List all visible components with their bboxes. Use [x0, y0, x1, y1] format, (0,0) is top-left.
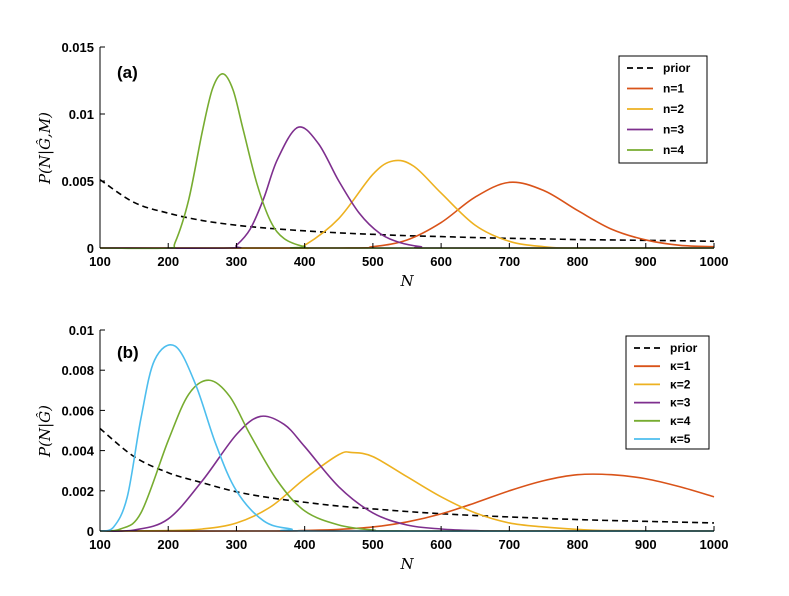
x-tick-label-b: 100: [89, 537, 111, 552]
y-tick-label-b: 0.01: [69, 323, 94, 338]
panel-tag-a: (a): [117, 63, 138, 82]
y-axis-label-b: P(N|Ĝ): [36, 405, 54, 458]
x-tick-label-a: 200: [157, 254, 179, 269]
plot-area-a: [100, 47, 714, 248]
x-axis-label-a: N: [399, 272, 414, 290]
y-tick-label-a: 0.01: [69, 107, 94, 122]
y-tick-label-b: 0.006: [61, 403, 94, 418]
legend-label-kappa-3-b: κ=3: [670, 396, 691, 410]
y-tick-label-a: 0.015: [61, 40, 94, 55]
plot-area-b: [100, 330, 714, 531]
x-tick-label-b: 900: [635, 537, 657, 552]
legend-label-n-4-a: n=4: [663, 143, 684, 157]
x-tick-label-a: 300: [226, 254, 248, 269]
y-tick-label-a: 0.005: [61, 174, 94, 189]
x-tick-label-b: 500: [362, 537, 384, 552]
y-ticks-a: 0 0.005 0.01 0.015: [61, 40, 105, 256]
panel-tag-b: (b): [117, 343, 139, 362]
x-tick-label-a: 400: [294, 254, 316, 269]
legend-label-prior-a: prior: [663, 61, 691, 75]
x-tick-label-a: 800: [567, 254, 589, 269]
legend-label-kappa-2-b: κ=2: [670, 377, 691, 391]
x-tick-label-b: 200: [157, 537, 179, 552]
x-tick-label-a: 1000: [700, 254, 729, 269]
y-tick-label-b: 0: [87, 524, 94, 539]
y-tick-label-b: 0.004: [61, 444, 94, 459]
x-tick-label-b: 1000: [700, 537, 729, 552]
x-ticks-b: 100 200 300 400 500 600 700 800 900 1000: [89, 526, 728, 552]
x-tick-label-b: 400: [294, 537, 316, 552]
legend-label-n-1-a: n=1: [663, 82, 684, 96]
x-axis-label-b: N: [399, 555, 414, 573]
legend-label-kappa-1-b: κ=1: [670, 359, 691, 373]
legend-b: prior κ=1 κ=2 κ=3 κ=4 κ=5: [625, 335, 710, 450]
x-tick-label-a: 500: [362, 254, 384, 269]
legend-box-b: [625, 335, 710, 450]
panel-b: 100 200 300 400 500 600 700 800 900 1000 0 0.002 0.…: [36, 323, 728, 573]
y-ticks-b: 0 0.002 0.004 0.006 0.008 0.01: [61, 323, 105, 539]
x-tick-label-b: 300: [226, 537, 248, 552]
x-tick-label-b: 800: [567, 537, 589, 552]
legend-label-n-2-a: n=2: [663, 102, 684, 116]
legend-label-kappa-4-b: κ=4: [670, 414, 691, 428]
legend-a: prior n=1 n=2 n=3 n=4: [618, 55, 708, 164]
x-tick-label-a: 900: [635, 254, 657, 269]
series-line-kappa-2-b: [99, 451, 715, 532]
y-axis-label-a: P(N|Ĝ,M): [36, 112, 54, 185]
y-tick-label-b: 0.002: [61, 484, 94, 499]
x-ticks-a: 100 200 300 400 500 600 700 800 900 1000: [89, 243, 728, 269]
series-line-prior-a: [99, 178, 715, 243]
x-tick-label-a: 700: [498, 254, 520, 269]
legend-label-n-3-a: n=3: [663, 123, 684, 137]
panel-a: 100 200 300 400 500 600 700 800 900 1000 0 0.005 0.…: [36, 40, 728, 290]
y-tick-label-b: 0.008: [61, 363, 94, 378]
x-tick-label-a: 600: [430, 254, 452, 269]
legend-label-prior-b: prior: [670, 341, 698, 355]
series-line-prior-b: [99, 427, 715, 524]
x-tick-label-b: 600: [430, 537, 452, 552]
x-tick-label-b: 700: [498, 537, 520, 552]
legend-label-kappa-5-b: κ=5: [670, 432, 691, 446]
y-tick-label-a: 0: [87, 241, 94, 256]
x-tick-label-a: 100: [89, 254, 111, 269]
